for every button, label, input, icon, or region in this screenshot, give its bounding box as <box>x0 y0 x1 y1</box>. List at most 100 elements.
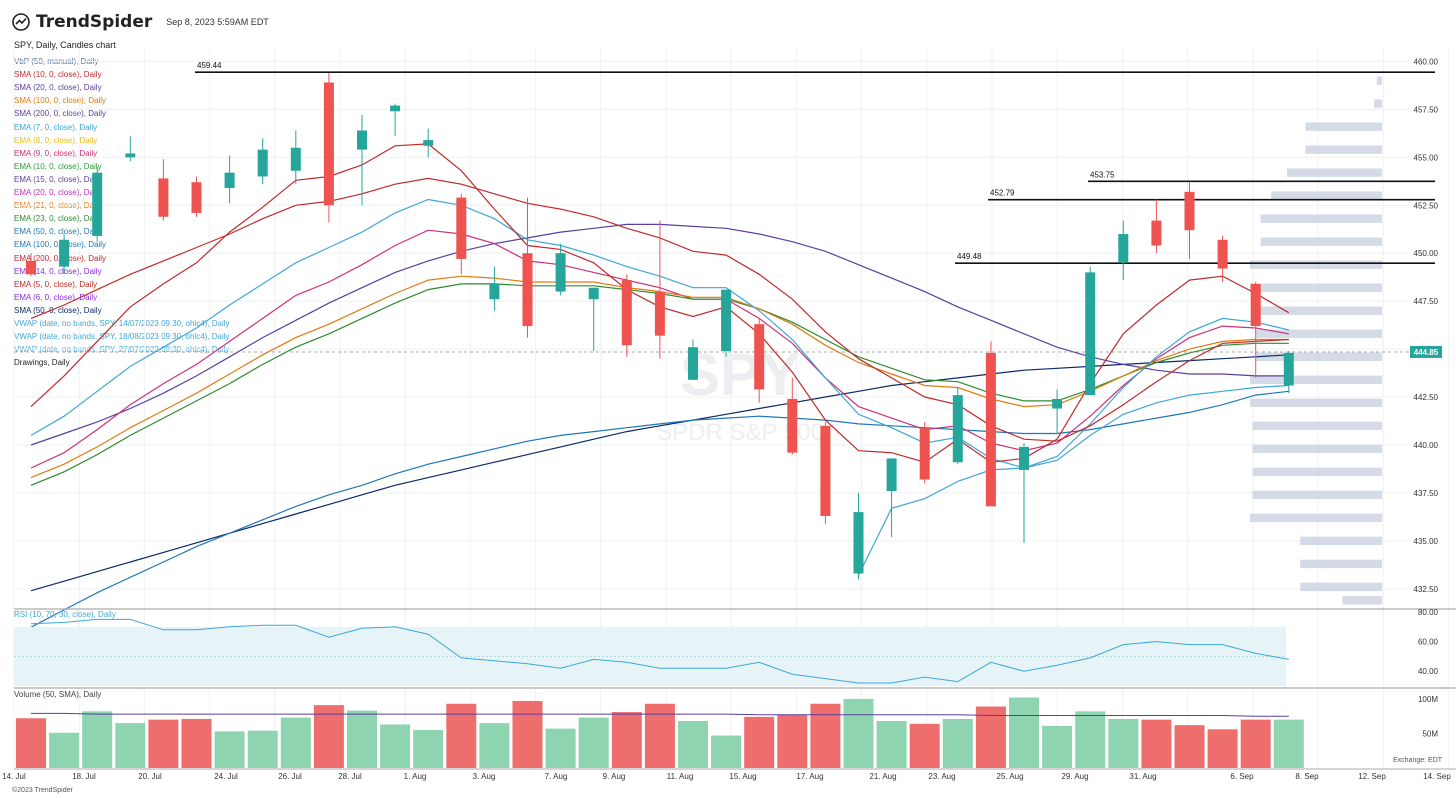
candle-body <box>1250 283 1261 327</box>
volume-bar <box>280 717 311 768</box>
indicator-legend-item[interactable]: VWAP (date, no bands, SPY, 18/08/2023 09… <box>14 332 230 342</box>
indicator-legend-item[interactable]: EMA (8, 0, close), Daily <box>14 135 98 145</box>
candle-body <box>290 147 301 171</box>
candle-body <box>919 427 930 480</box>
indicator-legend-item[interactable]: EMA (9, 0, close), Daily <box>14 148 98 158</box>
volume-bar <box>843 698 874 768</box>
volume-bar <box>644 703 675 768</box>
y-tick-label: 457.50 <box>1414 105 1439 114</box>
volume-profile-bar <box>1260 237 1382 246</box>
x-tick-label: 29. Aug <box>1061 772 1088 781</box>
rsi-tick-label: 60.00 <box>1418 638 1439 647</box>
copyright-footer: ©2023 TrendSpider <box>12 787 73 794</box>
x-tick-label: 1. Aug <box>404 772 427 781</box>
candle-body <box>357 130 367 150</box>
volume-bar <box>611 712 642 768</box>
candle-body <box>224 172 235 188</box>
candle-body <box>1118 234 1129 263</box>
candle-body <box>555 253 566 292</box>
x-tick-label: 31. Aug <box>1129 772 1156 781</box>
rsi-tick-label: 40.00 <box>1418 667 1439 676</box>
candle-body <box>820 425 831 516</box>
x-tick-label: 25. Aug <box>996 772 1023 781</box>
indicator-legend-item[interactable]: EMA (15, 0, close), Daily <box>14 174 102 184</box>
candle-body <box>92 172 103 236</box>
candle-body <box>158 178 169 217</box>
volume-bar <box>975 706 1006 768</box>
indicator-legend-item[interactable]: EMA (10, 0, close), Daily <box>14 161 102 171</box>
candle-body <box>489 283 500 300</box>
candle-body <box>423 140 434 146</box>
horizontal-level-label: 452.79 <box>990 189 1015 198</box>
indicator-legend-item[interactable]: EMA (50, 0, close), Daily <box>14 227 102 237</box>
volume-profile-bar <box>1252 444 1382 454</box>
rsi-tick-label: 80.00 <box>1418 608 1439 617</box>
candle-body <box>1019 446 1029 470</box>
horizontal-level-label: 459.44 <box>197 61 222 70</box>
candle-body <box>522 253 533 327</box>
x-tick-label: 20. Jul <box>138 772 162 781</box>
candle-body <box>456 197 467 259</box>
volume-tick-label: 50M <box>1422 729 1438 738</box>
candle-body <box>985 352 996 507</box>
candle-body <box>787 398 798 453</box>
indicator-legend-item[interactable]: EMA (14, 0, close), Daily <box>14 266 102 276</box>
indicator-legend-item[interactable]: EMA (20, 0, close), Daily <box>14 188 102 197</box>
volume-bar <box>313 705 344 768</box>
y-tick-label: 450.00 <box>1414 249 1439 258</box>
x-tick-label: 23. Aug <box>928 772 955 781</box>
x-tick-label: 18. Jul <box>72 772 96 781</box>
volume-profile-bar <box>1376 76 1382 85</box>
indicator-legend-item[interactable]: SMA (50, 0, close), Daily <box>14 305 102 315</box>
indicator-legend-item[interactable]: VWAP (date, no bands, SPY, 14/07/2023 09… <box>14 319 230 328</box>
indicator-legend-item[interactable]: SMA (100, 0, close), Daily <box>14 96 107 106</box>
x-tick-label: 6. Sep <box>1230 772 1254 781</box>
candle-body <box>1052 398 1063 409</box>
indicator-legend-item[interactable]: EMA (7, 0, close), Daily <box>14 122 98 132</box>
volume-profile-bar <box>1260 214 1382 223</box>
watermark-name: SPDR S&P 500 <box>656 419 824 446</box>
candle-body <box>1283 352 1294 386</box>
x-tick-label: 28. Jul <box>338 772 362 781</box>
volume-bar <box>1174 725 1205 768</box>
volume-bar <box>1108 718 1139 768</box>
volume-bar <box>479 723 510 768</box>
candle-body <box>1085 272 1096 396</box>
volume-profile-bar <box>1250 260 1382 269</box>
volume-bar <box>181 718 212 768</box>
volume-profile-bar <box>1300 536 1382 546</box>
volume-tick-label: 100M <box>1418 695 1438 704</box>
indicator-legend-item[interactable]: VWAP (date, no bands, SPY, 27/07/2023 09… <box>14 345 230 355</box>
volume-bar <box>545 728 576 768</box>
indicator-legend-item[interactable]: Drawings, Daily <box>14 358 70 368</box>
candle-body <box>754 324 765 390</box>
candle-body <box>125 153 136 158</box>
volume-bar <box>1273 719 1304 768</box>
y-tick-label: 437.50 <box>1414 489 1439 498</box>
indicator-legend-item[interactable]: SMA (20, 0, close), Daily <box>14 83 102 93</box>
volume-profile-bar <box>1250 513 1382 523</box>
volume-bar <box>347 710 377 768</box>
brand-name: TrendSpider <box>36 12 153 32</box>
x-tick-label: 15. Aug <box>729 772 756 781</box>
volume-bar <box>380 724 411 768</box>
y-tick-label: 452.50 <box>1414 201 1439 210</box>
indicator-legend-item[interactable]: EMA (6, 0, close), Daily <box>14 292 98 302</box>
volume-profile-bar <box>1374 99 1382 108</box>
volume-profile-bar <box>1271 191 1382 200</box>
y-tick-label: 440.00 <box>1414 441 1439 450</box>
volume-bar <box>678 721 708 768</box>
indicator-legend-item[interactable]: EMA (23, 0, close), Daily <box>14 214 102 224</box>
volume-profile-bar <box>1252 467 1382 477</box>
indicator-legend-item[interactable]: EMA (5, 0, close), Daily <box>14 279 98 289</box>
indicator-legend-item[interactable]: SMA (10, 0, close), Daily <box>14 70 102 80</box>
volume-bar <box>512 700 543 768</box>
volume-bar <box>1075 711 1106 768</box>
candle-body <box>721 289 732 352</box>
volume-profile-bar <box>1300 559 1382 569</box>
x-tick-label: 8. Sep <box>1295 772 1319 781</box>
y-tick-label: 435.00 <box>1414 537 1439 546</box>
candle-body <box>1151 220 1162 246</box>
indicator-legend-item[interactable]: SMA (200, 0, close), Daily <box>14 109 107 119</box>
